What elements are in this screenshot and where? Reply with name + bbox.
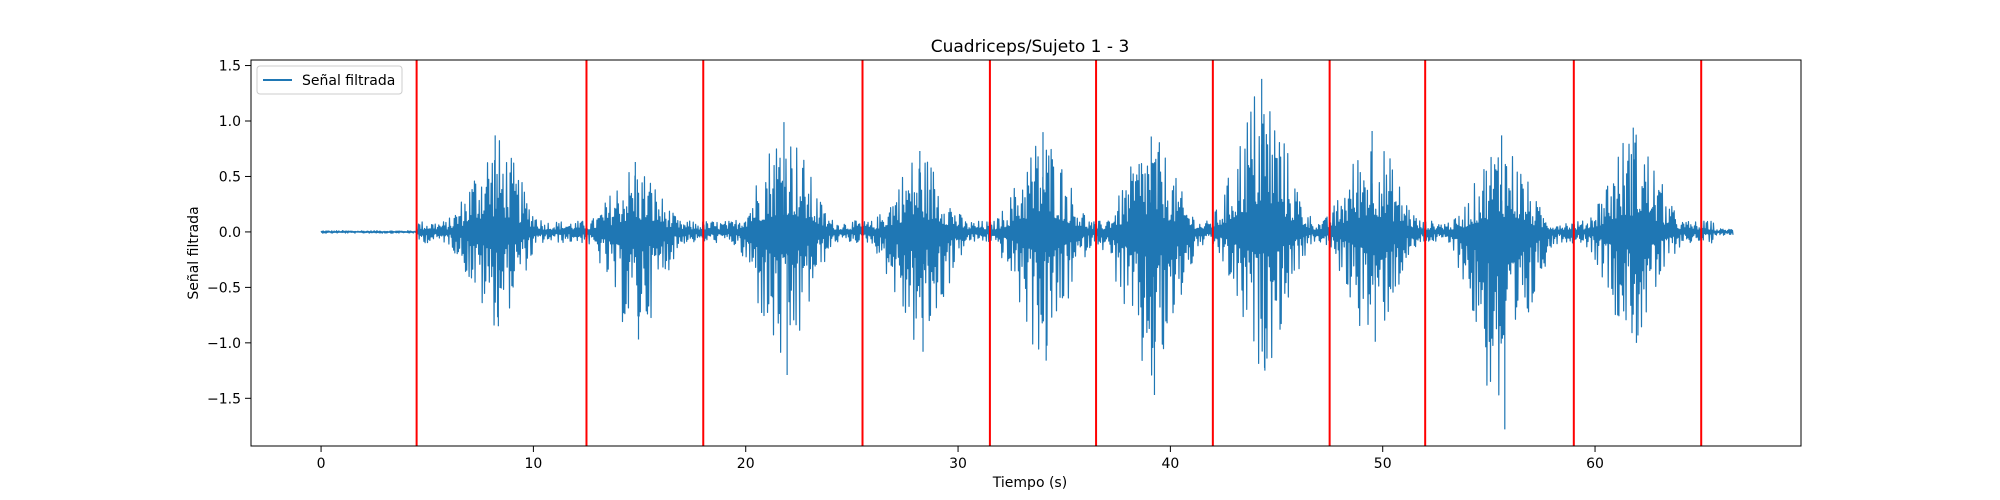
legend-label: Señal filtrada	[302, 73, 395, 89]
x-tick-label: 50	[1374, 456, 1392, 472]
x-axis: 0 10 20 30 40 50 60	[317, 446, 1604, 472]
y-axis-title: Señal filtrada	[186, 206, 202, 299]
x-tick-label: 0	[317, 456, 326, 472]
x-tick-label: 40	[1161, 456, 1179, 472]
signal-layer	[320, 78, 1734, 430]
y-tick-label: 0.5	[219, 169, 241, 185]
x-tick-label: 60	[1586, 456, 1604, 472]
y-tick-label: 1.0	[219, 114, 241, 130]
chart-title: Cuadriceps/Sujeto 1 - 3	[931, 37, 1130, 57]
y-tick-label: −1.5	[207, 391, 241, 407]
legend-box	[256, 65, 403, 95]
axes-frame	[250, 59, 1802, 447]
y-axis: −1.5 −1.0 −0.5 0.0 0.5 1.0 1.5	[207, 59, 251, 407]
plot-area	[250, 59, 1802, 447]
y-tick-label: 0.0	[219, 225, 241, 241]
legend: Señal filtrada	[256, 65, 403, 95]
y-tick-label: −0.5	[207, 280, 241, 296]
y-tick-label: 1.5	[219, 59, 241, 75]
x-tick-label: 30	[949, 456, 967, 472]
x-tick-label: 20	[737, 456, 755, 472]
signal-line	[320, 78, 1734, 430]
x-tick-label: 10	[524, 456, 542, 472]
y-tick-label: −1.0	[207, 336, 241, 352]
vline-layer	[415, 60, 1703, 446]
x-axis-title: Tiempo (s)	[992, 475, 1067, 491]
